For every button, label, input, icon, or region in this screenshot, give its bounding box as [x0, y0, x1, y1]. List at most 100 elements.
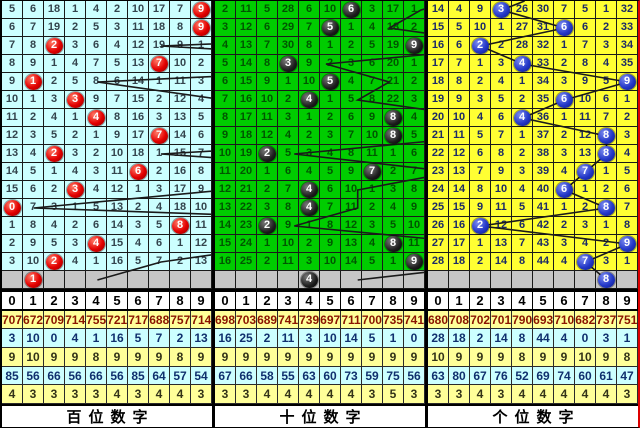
trend-row: 13 4 2 3 2 10 18 1 15 7 [2, 145, 212, 163]
miss-count-cell: 24 [428, 181, 449, 199]
miss-count-cell: 3 [191, 73, 212, 91]
stats-cell: 8 [512, 329, 533, 349]
stats-cell: 2 [470, 329, 491, 349]
miss-count-cell: 5 [149, 217, 170, 235]
latest-draw-cell [341, 271, 362, 289]
miss-count-cell: 1 [554, 37, 575, 55]
miss-count-cell: 10 [320, 253, 341, 271]
stats-cell: 688 [149, 310, 171, 330]
miss-count-cell: 4 [362, 235, 383, 253]
black-draw-ball: 4 [300, 181, 318, 198]
trend-row: 27 17 1 13 7 43 3 4 2 9 [428, 235, 638, 253]
miss-count-cell: 5 [86, 19, 107, 37]
miss-count-cell: 10 [320, 1, 341, 19]
miss-count-cell: 2 [491, 37, 512, 55]
black-draw-ball: 4 [300, 91, 318, 108]
miss-count-cell: 18 [383, 19, 404, 37]
miss-count-cell: 2 [86, 145, 107, 163]
stats-cell: 0 [575, 329, 596, 349]
latest-draw-cell [449, 271, 470, 289]
miss-count-cell: 20 [383, 55, 404, 73]
miss-count-cell: 9 [170, 37, 191, 55]
miss-count-cell: 6 [299, 1, 320, 19]
stats-cell: 0 [44, 329, 65, 349]
miss-count-cell: 31 [533, 19, 554, 37]
stats-row: 63 80 67 76 52 69 74 60 61 47 [428, 366, 638, 386]
miss-count-cell: 3 [362, 217, 383, 235]
stats-cell: 9 [191, 348, 212, 367]
miss-count-cell: 7 [2, 37, 23, 55]
miss-count-cell: 4 [86, 181, 107, 199]
miss-count-cell: 1 [617, 91, 638, 109]
stats-row: 680 708 702 701 790 693 710 682 737 751 [428, 310, 638, 330]
miss-count-cell: 2 [575, 199, 596, 217]
stats-cell: 74 [554, 366, 575, 386]
latest-draw-cell [128, 271, 149, 289]
miss-count-cell: 10 [107, 145, 128, 163]
miss-count-cell: 18 [449, 253, 470, 271]
miss-count-cell: 11 [215, 163, 236, 181]
stats-cell: 735 [382, 310, 404, 330]
stats-cell: 63 [299, 366, 320, 386]
miss-count-cell: 15 [107, 235, 128, 253]
miss-count-cell: 1 [596, 1, 617, 19]
miss-count-cell: 12 [341, 217, 362, 235]
stats-cell: 3 [128, 385, 149, 404]
stats-cell: 4 [554, 329, 575, 349]
blue-draw-ball: 6 [555, 19, 573, 36]
miss-count-cell: 3 [44, 199, 65, 217]
miss-count-cell: 8 [86, 73, 107, 91]
trend-row: 14 23 2 9 1 8 12 3 5 10 [215, 217, 425, 235]
miss-count-cell: 2 [470, 253, 491, 271]
miss-count-cell: 1 [191, 37, 212, 55]
miss-count-cell: 1 [404, 1, 425, 19]
miss-count-cell: 1 [65, 1, 86, 19]
stats-cell: 1 [86, 329, 107, 349]
latest-draw-cell [149, 271, 170, 289]
stats-cell: 4 [341, 385, 362, 404]
miss-count-cell: 8 [2, 55, 23, 73]
miss-count-cell: 5 [215, 55, 236, 73]
miss-count-cell: 9 [191, 1, 212, 19]
red-draw-ball: 2 [45, 37, 63, 54]
panel-footer-label: 个位数字 [428, 403, 638, 427]
miss-count-cell: 7 [575, 37, 596, 55]
miss-count-cell: 9 [278, 217, 299, 235]
miss-count-cell: 2 [470, 37, 491, 55]
miss-count-cell: 8 [383, 235, 404, 253]
miss-count-cell: 4 [512, 109, 533, 127]
miss-count-cell: 5 [491, 91, 512, 109]
miss-count-cell: 7 [299, 19, 320, 37]
stats-cell: 710 [554, 310, 576, 330]
miss-count-cell: 13 [191, 253, 212, 271]
red-draw-ball: 4 [87, 235, 105, 252]
stats-row: 3 10 0 4 1 16 5 7 2 13 [2, 329, 212, 349]
stats-cell: 0 [404, 329, 425, 349]
miss-count-cell: 28 [428, 253, 449, 271]
stats-cell: 2 [170, 329, 191, 349]
miss-count-cell: 9 [23, 235, 44, 253]
stats-cell: 3 [428, 385, 449, 404]
stats-cell: 85 [128, 366, 149, 386]
miss-count-cell: 2 [257, 217, 278, 235]
miss-count-cell: 6 [215, 73, 236, 91]
stats-row: 85 56 66 56 66 56 85 64 57 54 [2, 366, 212, 386]
stats-cell: 14 [491, 329, 512, 349]
miss-count-cell: 21 [428, 127, 449, 145]
trend-row: 9 18 12 4 2 3 7 10 8 5 [215, 127, 425, 145]
stats-cell: 9 [383, 348, 404, 367]
miss-count-cell: 5 [320, 73, 341, 91]
blue-draw-ball: 6 [555, 181, 573, 198]
red-draw-ball: 4 [87, 109, 105, 126]
miss-count-cell: 1 [320, 37, 341, 55]
stats-cell: 8 [86, 348, 107, 367]
miss-count-cell: 8 [362, 91, 383, 109]
stats-cell: 9 [596, 348, 617, 367]
miss-count-cell: 5 [575, 1, 596, 19]
miss-count-cell: 8 [170, 217, 191, 235]
miss-count-cell: 2 [107, 1, 128, 19]
miss-count-cell: 3 [617, 127, 638, 145]
miss-count-cell: 2 [596, 181, 617, 199]
miss-count-cell: 3 [383, 181, 404, 199]
